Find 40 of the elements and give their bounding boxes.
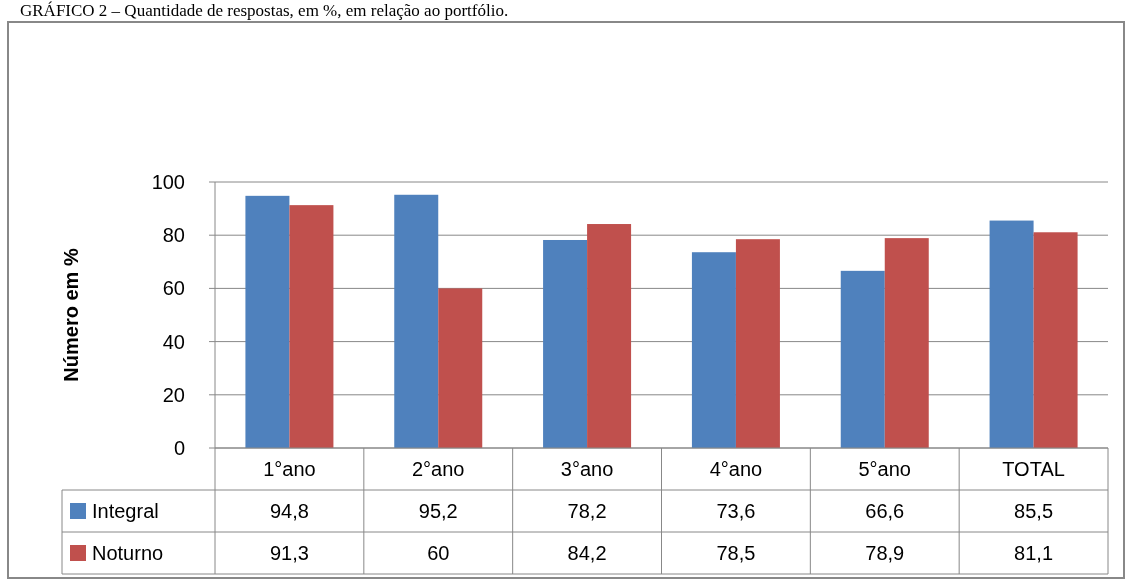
bar	[587, 224, 632, 448]
data-label: 94,8	[269, 500, 309, 522]
x-tick-label: 3°ano	[560, 458, 614, 480]
bar	[735, 239, 780, 448]
data-label: 60	[427, 542, 450, 564]
chart-title: GRÁFICO 2 – Quantidade de respostas, em %, em relação ao portfólio.	[20, 1, 509, 20]
data-label: 66,6	[865, 500, 905, 522]
legend-label: Noturno	[92, 542, 164, 564]
data-label: 95,2	[418, 500, 458, 522]
bar	[691, 252, 736, 448]
bar	[840, 270, 885, 448]
y-tick-label: 20	[162, 383, 185, 406]
bar	[289, 205, 334, 448]
x-tick-label: 4°ano	[709, 458, 763, 480]
data-label: 84,2	[567, 542, 607, 564]
y-axis-title: Número em %	[60, 248, 82, 382]
y-tick-label: 100	[151, 171, 185, 193]
x-tick-label: 5°ano	[858, 458, 911, 480]
legend-label: Integral	[92, 500, 159, 522]
x-tick-label: TOTAL	[1002, 458, 1065, 480]
y-tick-label: 80	[162, 224, 185, 247]
data-label: 85,5	[1014, 500, 1054, 522]
bar	[438, 288, 483, 448]
y-tick-label: 40	[162, 330, 185, 353]
bar	[1033, 232, 1078, 448]
data-label: 78,9	[865, 542, 905, 564]
x-tick-label: 2°ano	[412, 458, 465, 480]
data-label: 78,5	[716, 542, 756, 564]
data-label: 81,1	[1014, 542, 1054, 564]
x-tick-label: 1°ano	[263, 458, 316, 480]
bar	[884, 238, 929, 448]
bar	[989, 220, 1034, 448]
data-label: 78,2	[567, 500, 607, 522]
bar	[394, 194, 439, 448]
bar	[543, 239, 588, 448]
y-tick-label: 60	[162, 277, 185, 300]
data-label: 91,3	[269, 542, 309, 564]
y-tick-label: 0	[173, 437, 185, 459]
data-label: 73,6	[716, 500, 756, 522]
bar	[245, 195, 290, 448]
